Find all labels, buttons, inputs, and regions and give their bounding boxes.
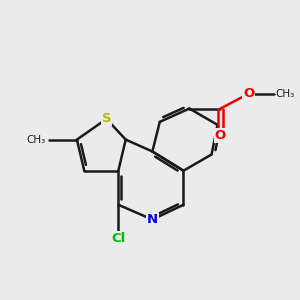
Text: CH₃: CH₃ — [26, 135, 46, 145]
Text: O: O — [243, 87, 254, 100]
Text: S: S — [102, 112, 111, 125]
Text: O: O — [215, 129, 226, 142]
Text: Cl: Cl — [111, 232, 125, 245]
Text: CH₃: CH₃ — [275, 89, 295, 99]
Text: N: N — [147, 213, 158, 226]
